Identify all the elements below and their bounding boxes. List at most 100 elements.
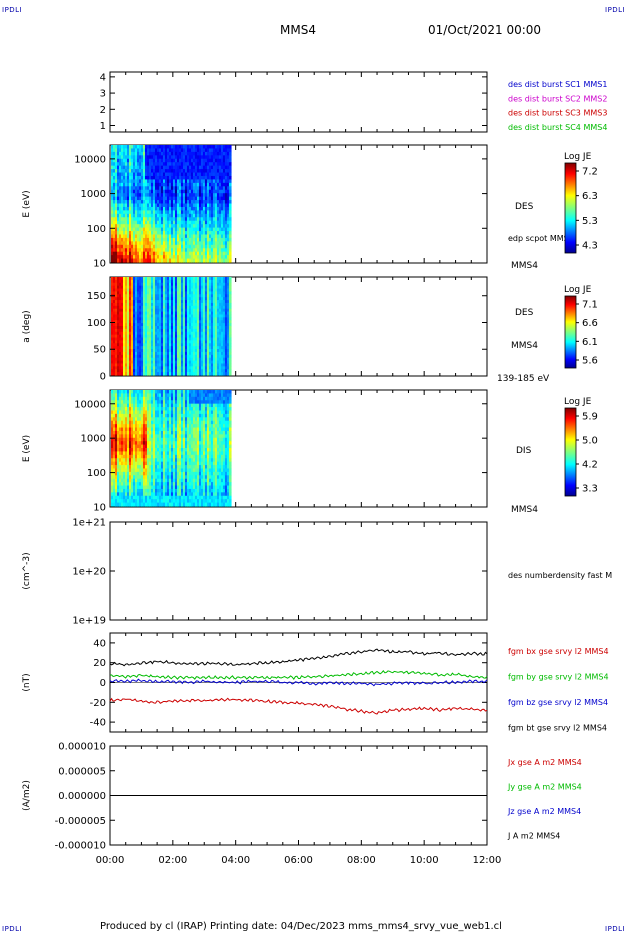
y-tick-label: 3 [100,89,106,100]
heatmap-cell [186,308,190,313]
heatmap-cell [117,420,120,425]
heatmap-cell [138,354,142,359]
heatmap-cell [142,305,146,310]
heatmap-cell [121,227,124,232]
heatmap-cell [150,234,154,239]
heatmap-cell [134,482,138,487]
heatmap-cell [119,444,122,449]
heatmap-cell [224,291,228,295]
heatmap-cell [190,189,194,194]
heatmap-cell [214,175,218,181]
heatmap-cell [164,302,168,307]
heatmap-cell [166,248,170,253]
heatmap-cell [184,314,188,318]
heatmap-cell [208,328,212,333]
heatmap-cell [190,291,194,295]
heatmap-cell [111,186,114,191]
heatmap-cell [200,320,204,324]
heatmap-cell [172,203,176,208]
heatmap-cell [190,340,194,344]
heatmap-cell [150,196,154,201]
heatmap-cell [196,282,200,287]
heatmap-cell [220,363,224,367]
heatmap-cell [192,186,196,191]
heatmap-cell [136,189,140,194]
heatmap-cell [134,213,138,218]
heatmap-cell [154,213,158,218]
heatmap-cell [113,189,116,194]
heatmap-cell [115,305,118,310]
heatmap-cell [136,203,140,208]
heatmap-cell [180,305,184,310]
heatmap-cell [206,244,210,249]
y-tick-label: 4 [100,72,106,83]
heatmap-cell [115,294,118,298]
heatmap-cell [126,158,130,163]
heatmap-cell [160,179,164,184]
heatmap-cell [210,172,214,177]
heatmap-cell [124,169,128,174]
heatmap-cell [190,255,194,260]
heatmap-cell [150,285,154,290]
heatmap-cell [184,206,188,211]
heatmap-cell [111,441,114,446]
heatmap-cell [160,357,164,362]
heatmap-cell [226,151,230,156]
heatmap-cell [226,320,230,324]
heatmap-cell [170,182,174,187]
heatmap-cell [130,326,134,330]
heatmap-cell [212,354,216,359]
heatmap-cell [111,162,114,167]
heatmap-cell [176,213,180,218]
heatmap-cell [204,165,208,170]
heatmap-cell [144,311,148,316]
heatmap-cell [208,220,212,225]
heatmap-cell [146,340,150,344]
heatmap-cell [123,217,126,222]
heatmap-cell [154,227,158,232]
heatmap-cell [182,234,186,239]
heatmap-cell [204,258,208,263]
heatmap-cell [121,311,124,316]
heatmap-cell [115,308,118,313]
heatmap-cell [214,351,218,356]
heatmap-cell [136,424,140,429]
heatmap-cell [200,169,204,174]
heatmap-cell [178,231,182,236]
corner-label-tl: IPDLI [2,6,22,14]
heatmap-cell [186,193,190,198]
heatmap-cell [121,314,124,318]
heatmap-cell [198,328,202,333]
heatmap-cell [140,234,144,239]
heatmap-cell [121,151,124,156]
heatmap-cell [182,288,186,293]
heatmap-cell [186,302,190,307]
heatmap-cell [224,224,228,229]
heatmap-cell [206,182,210,187]
heatmap-cell [113,255,116,260]
heatmap-cell [130,158,134,163]
heatmap-cell [134,196,138,201]
heatmap-cell [220,300,224,304]
heatmap-cell [168,241,172,246]
heatmap-cell [124,279,128,284]
heatmap-cell [206,294,210,298]
heatmap-cell [154,340,158,344]
heatmap-cell [156,360,160,365]
heatmap-cell [121,444,124,449]
heatmap-cell [194,189,198,194]
heatmap-cell [117,448,120,453]
heatmap-cell [222,314,226,318]
heatmap-cell [117,220,120,225]
heatmap-cell [168,297,172,301]
heatmap-cell [160,334,164,339]
panel-1-frame [109,71,488,133]
heatmap-cell [194,334,198,339]
heatmap-cell [228,258,232,263]
heatmap-cell [182,237,186,242]
heatmap-cell [200,145,204,150]
heatmap-cell [123,210,126,215]
heatmap-cell [138,393,142,398]
heatmap-cell [216,349,220,353]
heatmap-cell [212,258,216,263]
